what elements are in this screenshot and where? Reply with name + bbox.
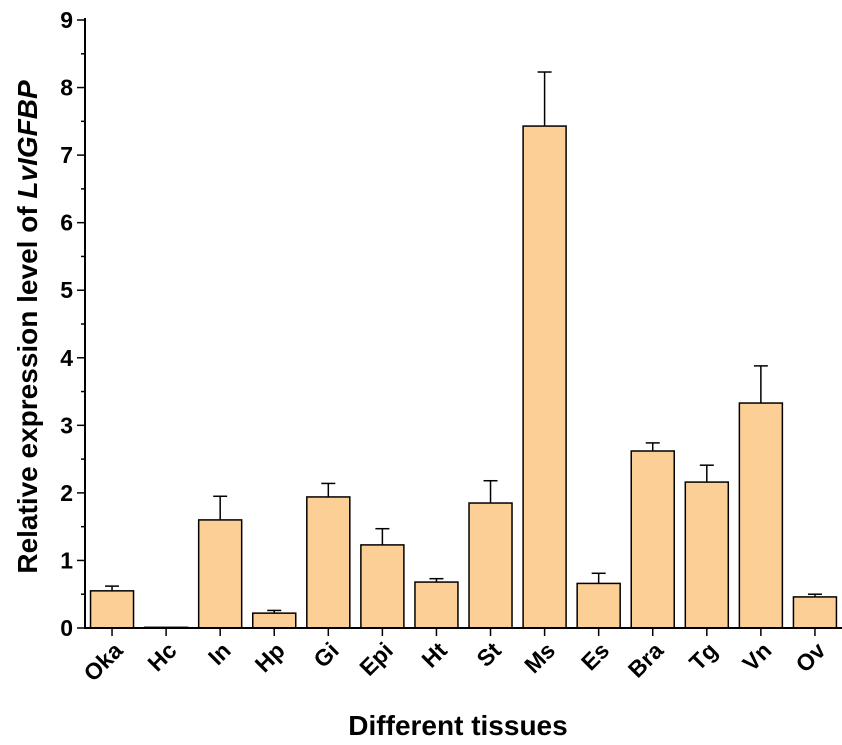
y-tick-label: 1 [60, 547, 73, 573]
x-axis-title: Different tissues [348, 710, 567, 741]
x-tick-label: Ov [790, 637, 830, 677]
y-tick-label: 8 [60, 75, 73, 101]
x-tick-label: Bra [623, 637, 669, 683]
error-bars-layer [105, 71, 822, 614]
y-tick-label: 2 [60, 480, 73, 506]
y-tick-label: 6 [60, 210, 73, 236]
bars-layer [89, 125, 838, 629]
y-ticks: 0 1 2 3 4 5 6 7 8 9 [60, 7, 85, 641]
y-axis-title-gene: LvIGFBP [12, 80, 43, 199]
y-tick-label: 4 [60, 345, 73, 371]
x-tick-label: Ms [519, 637, 560, 678]
x-tick-label: St [471, 637, 506, 672]
x-tick-label: Es [576, 637, 614, 675]
bar-epi [360, 544, 405, 629]
x-tick-label: Gi [308, 637, 344, 673]
y-axis-title: Relative expression level of LvIGFBP [12, 80, 43, 574]
bar-oka [89, 590, 135, 629]
y-axis-title-prefix: Relative expression level of [12, 199, 43, 574]
x-tick-label: Oka [78, 637, 127, 686]
bar-tg [684, 481, 730, 629]
x-tick-label: Hp [250, 637, 290, 677]
x-tick-label: Ht [416, 637, 452, 673]
x-tick-label: Epi [354, 637, 398, 681]
bar-ht [414, 581, 459, 629]
bar-in [197, 519, 243, 629]
y-tick-label: 5 [60, 277, 73, 303]
y-tick-label: 0 [60, 615, 73, 641]
x-tick-label: Tg [684, 637, 722, 675]
bar-gi [306, 496, 351, 629]
bar-es [576, 582, 621, 629]
bar-ov [792, 596, 838, 629]
y-tick-label: 3 [60, 412, 73, 438]
y-tick-label: 9 [60, 7, 73, 33]
x-tick-label: In [203, 637, 236, 670]
bar-bra [630, 450, 675, 629]
y-tick-label: 7 [60, 142, 73, 168]
x-ticks: Oka Hc In Hp Gi Epi Ht St Ms Es Bra Tg Vn Ov [78, 628, 831, 686]
bar-hp [251, 612, 297, 629]
x-tick-label: Vn [737, 637, 776, 676]
bar-vn [738, 402, 784, 629]
x-tick-label: Hc [142, 637, 181, 676]
bar-ms [522, 125, 567, 629]
bar-st [468, 502, 513, 629]
